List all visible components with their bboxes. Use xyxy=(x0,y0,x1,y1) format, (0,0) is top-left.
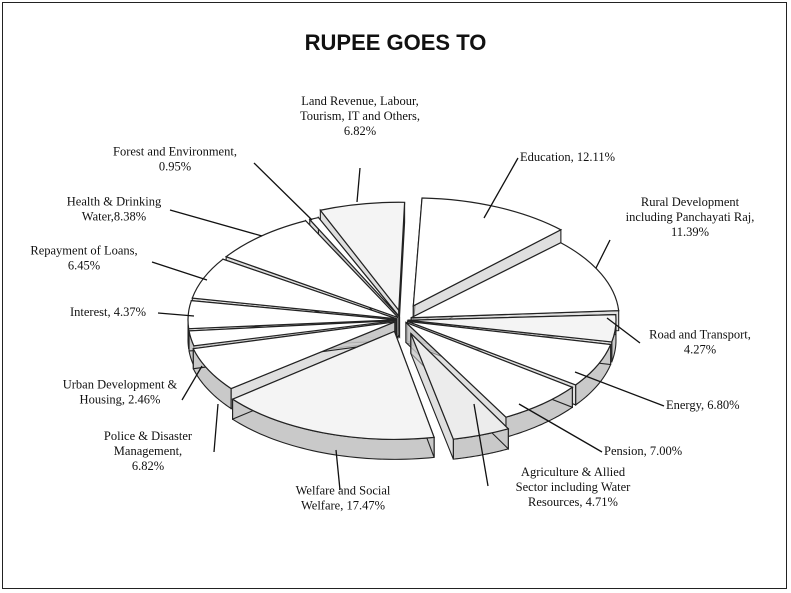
leader-line-3 xyxy=(606,317,641,344)
slice-label-line: Sector including Water xyxy=(516,480,632,494)
slice-label-3: Road and Transport, 4.27% xyxy=(649,328,751,357)
slice-label-line: 4.27% xyxy=(684,343,716,357)
slice-label-line: Road and Transport, xyxy=(649,328,751,342)
slice-label-line: Land Revenue, Labour, xyxy=(301,94,419,108)
pie-slice-6 xyxy=(410,333,510,440)
slice-label-line: Education, 12.11% xyxy=(520,150,615,164)
slice-label-7: Welfare and Social Welfare, 17.47% xyxy=(296,484,391,513)
pie-slice-10 xyxy=(187,299,397,330)
slice-label-line: Tourism, IT and Others, xyxy=(300,109,420,123)
leader-line-13 xyxy=(253,162,313,221)
slice-label-line: Pension, 7.00% xyxy=(604,444,682,458)
pie-slice-2 xyxy=(410,242,620,319)
pie-slice-13 xyxy=(308,216,400,318)
slice-label-8: Police & Disaster Management, 6.82% xyxy=(104,429,193,473)
leader-line-4 xyxy=(574,371,665,407)
pie-slice-7 xyxy=(231,330,435,440)
slice-label-13: Forest and Environment, 0.95% xyxy=(113,145,237,174)
slice-label-10: Interest, 4.37% xyxy=(70,305,146,319)
leader-line-6 xyxy=(473,403,489,487)
slice-label-line: Health & Drinking xyxy=(67,195,162,209)
slice-label-5: Pension, 7.00% xyxy=(604,444,682,458)
slice-label-line: 6.82% xyxy=(344,124,376,138)
slice-label-line: Agriculture & Allied xyxy=(521,465,626,479)
slice-label-line: 0.95% xyxy=(159,160,191,174)
slice-label-line: Police & Disaster xyxy=(104,429,193,443)
slice-label-6: Agriculture & Allied Sector including Wat… xyxy=(516,465,632,509)
leader-line-9 xyxy=(181,365,203,401)
leader-line-2 xyxy=(595,239,611,269)
slice-label-line: Rural Development xyxy=(641,195,740,209)
slice-label-line: Welfare, 17.47% xyxy=(301,499,385,513)
slice-label-line: Energy, 6.80% xyxy=(666,398,740,412)
leader-line-14 xyxy=(356,167,361,203)
slice-label-line: Interest, 4.37% xyxy=(70,305,146,319)
slice-label-line: Housing, 2.46% xyxy=(80,393,161,407)
slice-label-line: Resources, 4.71% xyxy=(528,495,618,509)
pie-slice-5 xyxy=(405,321,574,418)
slice-labels: Education, 12.11% Rural Development includ… xyxy=(30,94,754,513)
slice-label-14: Land Revenue, Labour, Tourism, IT and Oth… xyxy=(300,94,420,138)
slice-label-9: Urban Development & Housing, 2.46% xyxy=(63,378,178,407)
leader-line-8 xyxy=(213,403,219,453)
slice-label-line: Forest and Environment, xyxy=(113,145,237,159)
slice-label-line: Water,8.38% xyxy=(82,210,146,224)
slice-label-line: Urban Development & xyxy=(63,378,178,392)
pie-slice-1 xyxy=(412,197,563,307)
leader-line-1 xyxy=(483,157,519,219)
slice-label-line: 6.82% xyxy=(132,459,164,473)
leader-line-5 xyxy=(518,403,603,453)
chart-title: RUPEE GOES TO xyxy=(304,30,487,55)
pie-slice-4 xyxy=(407,320,612,386)
slice-label-4: Energy, 6.80% xyxy=(666,398,740,412)
pie-slice-9 xyxy=(188,319,397,347)
slice-label-line: Welfare and Social xyxy=(296,484,391,498)
pie-slice-14 xyxy=(319,201,406,312)
leader-line-7 xyxy=(335,449,341,491)
slice-label-12: Health & Drinking Water,8.38% xyxy=(67,195,162,224)
slice-label-line: 6.45% xyxy=(68,259,100,273)
slice-label-2: Rural Development including Panchayati Ra… xyxy=(626,195,755,239)
slice-label-1: Education, 12.11% xyxy=(520,150,615,164)
leader-line-10 xyxy=(157,312,195,317)
slice-label-line: Management, xyxy=(114,444,182,458)
leader-line-11 xyxy=(151,261,208,281)
slice-label-line: Repayment of Loans, xyxy=(30,244,137,258)
pie-slice-3 xyxy=(407,313,617,343)
slice-label-line: 11.39% xyxy=(671,225,709,239)
slice-label-11: Repayment of Loans, 6.45% xyxy=(30,244,137,273)
leader-line-12 xyxy=(169,209,263,237)
label-leaders xyxy=(151,157,665,491)
pie-slice-8 xyxy=(192,321,396,390)
pie-slice-11 xyxy=(191,258,397,320)
slice-label-line: including Panchayati Raj, xyxy=(626,210,755,224)
pie-faces xyxy=(187,197,620,440)
